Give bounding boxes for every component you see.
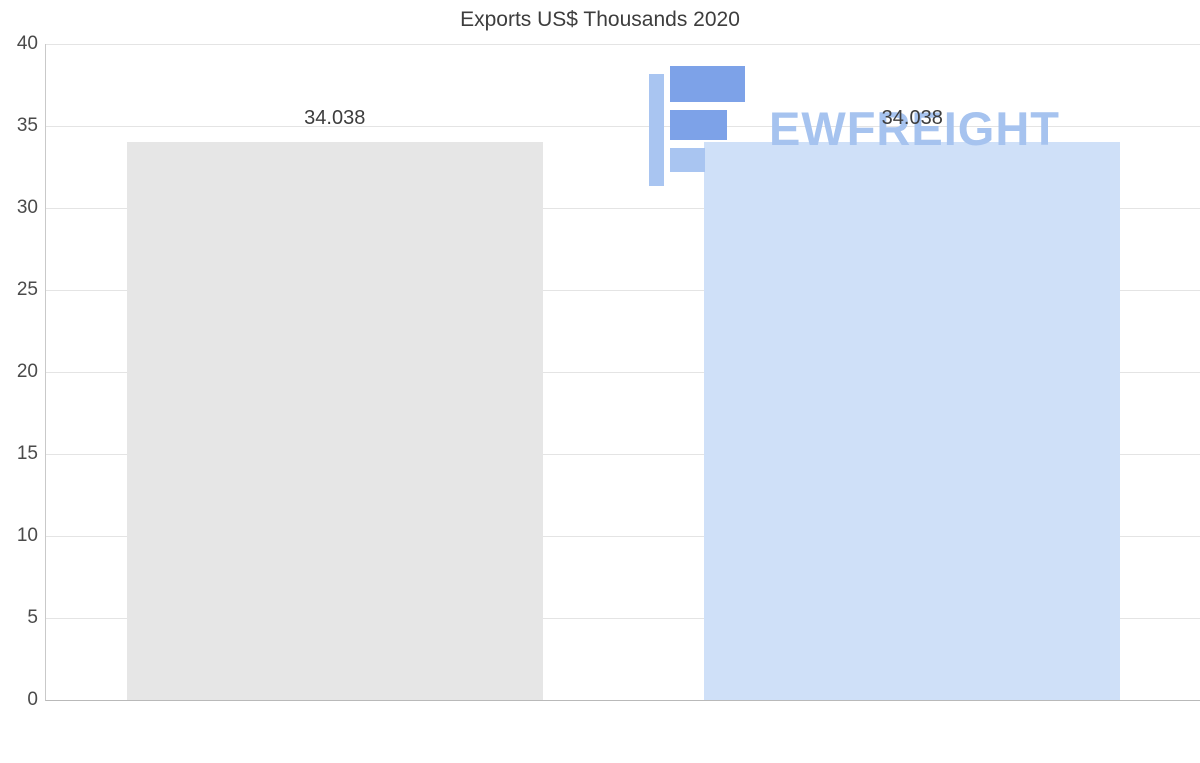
bar-wood bbox=[704, 141, 1121, 700]
y-tick-label: 40 bbox=[16, 33, 38, 54]
bar-intermediate-goods bbox=[126, 141, 543, 700]
gridline bbox=[46, 207, 1200, 209]
bar-value-label: 34.038 bbox=[881, 106, 943, 129]
gridline bbox=[46, 125, 1200, 127]
gridline bbox=[46, 617, 1200, 619]
y-tick-label: 5 bbox=[27, 607, 38, 628]
y-tick-label: 0 bbox=[27, 689, 38, 710]
gridline bbox=[46, 43, 1200, 45]
gridline bbox=[46, 371, 1200, 373]
gridline bbox=[46, 453, 1200, 455]
y-tick-label: 25 bbox=[16, 279, 38, 300]
y-tick-label: 30 bbox=[16, 197, 38, 218]
chart-title: Exports US$ Thousands 2020 bbox=[460, 8, 740, 31]
gridline bbox=[46, 535, 1200, 537]
bar-value-label: 34.038 bbox=[304, 106, 366, 129]
y-tick-label: 20 bbox=[16, 361, 38, 382]
y-tick-label: 10 bbox=[16, 525, 38, 546]
y-tick-label: 35 bbox=[16, 115, 38, 136]
y-tick-label: 15 bbox=[16, 443, 38, 464]
plot-area: EWFREIGHT 34.038 34.038 bbox=[45, 43, 1200, 701]
gridline bbox=[46, 289, 1200, 291]
